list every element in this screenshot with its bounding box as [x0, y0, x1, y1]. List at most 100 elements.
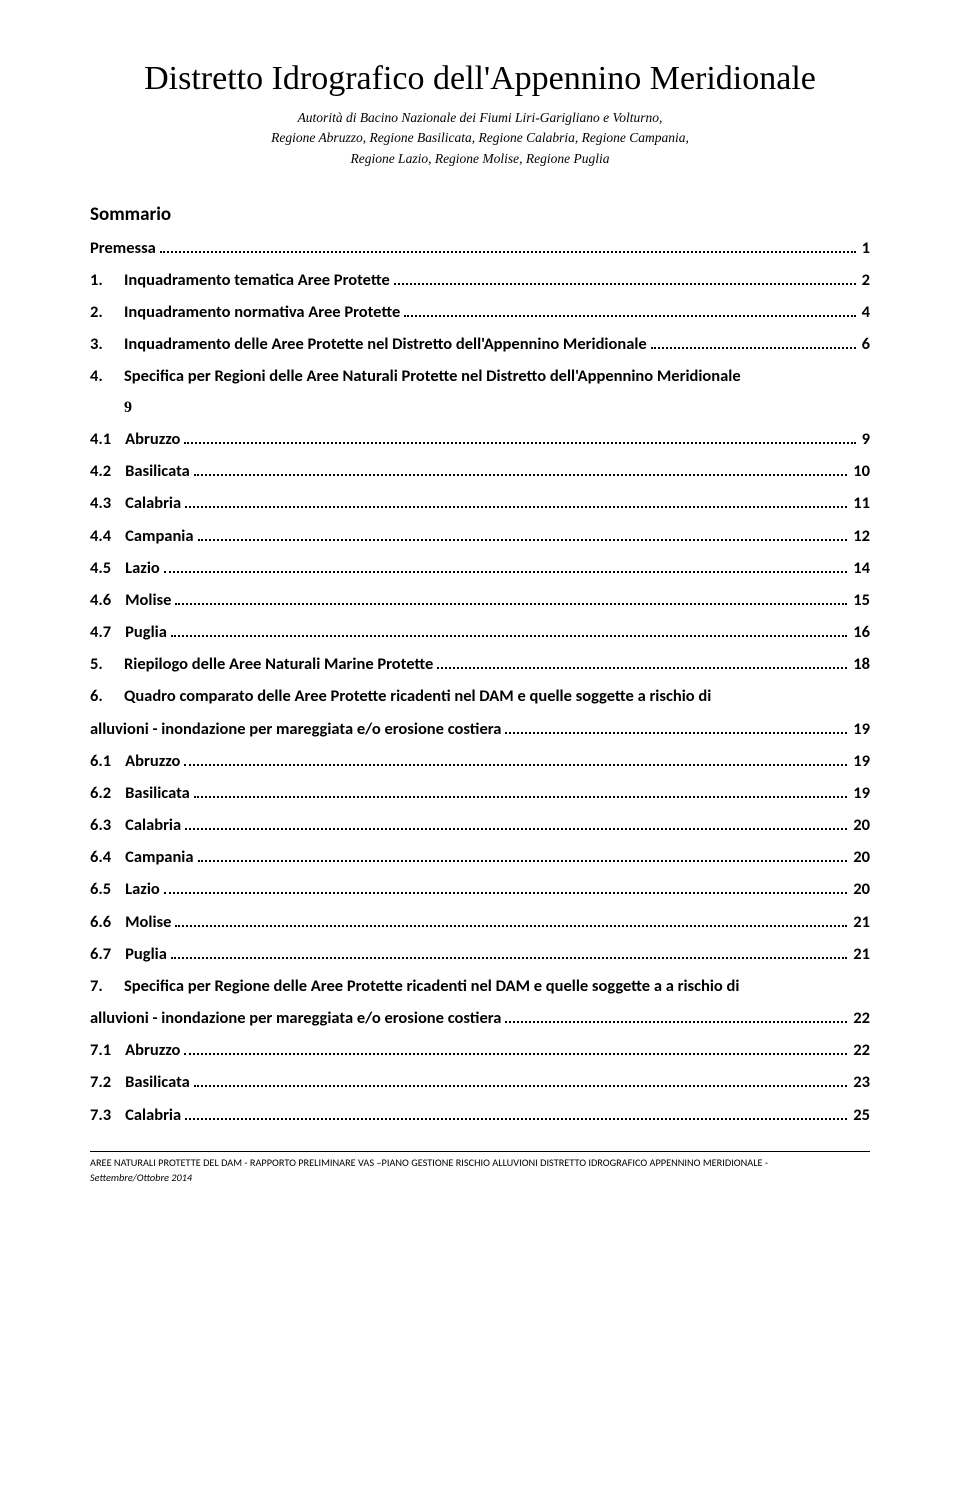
subtitle-line-3: Regione Lazio, Regione Molise, Regione P… — [350, 151, 609, 166]
toc-entry-6: 6. Quadro comparato delle Aree Protette … — [90, 680, 870, 744]
toc-label: Inquadramento normativa Aree Protette — [124, 296, 400, 328]
toc-entry-3: 3. Inquadramento delle Aree Protette nel… — [90, 328, 870, 360]
toc-page: 18 — [851, 648, 870, 680]
toc-leader — [184, 431, 855, 444]
toc-page: 21 — [851, 906, 870, 938]
toc-leader — [175, 592, 847, 605]
subtitle-line-1: Autorità di Bacino Nazionale dei Fiumi L… — [298, 110, 663, 125]
toc-label-part-b: alluvioni - inondazione per mareggiata e… — [90, 1002, 501, 1034]
toc-page: 4 — [860, 296, 870, 328]
toc-page: 6 — [860, 328, 870, 360]
toc-label: Basilicata — [125, 455, 190, 487]
toc-page: 20 — [851, 873, 870, 905]
toc-leader — [185, 495, 847, 508]
toc-leader — [505, 720, 847, 733]
toc-entry-4: 4. Specifica per Regioni delle Aree Natu… — [90, 360, 870, 392]
toc-num: 6.6 — [90, 906, 125, 938]
toc-leader — [505, 1010, 847, 1023]
toc-page: 2 — [860, 264, 870, 296]
toc-num: 4.6 — [90, 584, 125, 616]
toc-entry-4-4: 4.4 Campania 12 — [90, 520, 870, 552]
toc-num: 6.5 — [90, 873, 125, 905]
toc-page: 23 — [851, 1066, 870, 1098]
toc-leader — [175, 913, 847, 926]
toc-page: 22 — [851, 1034, 870, 1066]
toc-leader — [164, 881, 848, 894]
toc-label: Abruzzo — [125, 745, 180, 777]
toc-label-part-a: Specifica per Regione delle Aree Protett… — [124, 970, 739, 1002]
toc-label: Campania — [125, 520, 193, 552]
toc-leader — [185, 1106, 847, 1119]
toc-leader — [160, 240, 856, 253]
toc-num: 7.3 — [90, 1099, 125, 1131]
toc-num: 4.3 — [90, 487, 125, 519]
toc-label: Puglia — [125, 938, 167, 970]
toc-label: Lazio — [125, 873, 160, 905]
toc-entry-4-6: 4.6 Molise 15 — [90, 584, 870, 616]
toc-entry-5: 5. Riepilogo delle Aree Naturali Marine … — [90, 648, 870, 680]
toc-label: Molise — [125, 906, 171, 938]
toc-leader — [198, 527, 848, 540]
toc-label-part-a: Quadro comparato delle Aree Protette ric… — [124, 680, 711, 712]
toc-label: Puglia — [125, 616, 167, 648]
toc-page: 10 — [851, 455, 870, 487]
toc-page: 20 — [851, 841, 870, 873]
toc-leader — [171, 624, 847, 637]
toc-label: Basilicata — [125, 1066, 190, 1098]
toc-entry-6-1: 6.1 Abruzzo 19 — [90, 745, 870, 777]
toc-page: 25 — [851, 1099, 870, 1131]
toc-num: 4.5 — [90, 552, 125, 584]
toc-page: 19 — [851, 777, 870, 809]
toc-num: 7.1 — [90, 1034, 125, 1066]
toc-page: 11 — [851, 487, 870, 519]
toc-label: Abruzzo — [125, 1034, 180, 1066]
toc-leader — [194, 1074, 847, 1087]
toc-leader — [194, 463, 847, 476]
toc-entry-4-page: 9 — [90, 393, 870, 423]
table-of-contents: Premessa 1 1. Inquadramento tematica Are… — [90, 232, 870, 1131]
toc-label: Basilicata — [125, 777, 190, 809]
toc-entry-7: 7. Specifica per Regione delle Aree Prot… — [90, 970, 870, 1034]
toc-entry-1: 1. Inquadramento tematica Aree Protette … — [90, 264, 870, 296]
toc-label-part-b: alluvioni - inondazione per mareggiata e… — [90, 713, 501, 745]
toc-entry-7-2: 7.2 Basilicata 23 — [90, 1066, 870, 1098]
toc-label: Inquadramento delle Aree Protette nel Di… — [124, 328, 647, 360]
toc-num: 7. — [90, 970, 124, 1002]
toc-page: 12 — [851, 520, 870, 552]
toc-page: 19 — [851, 745, 870, 777]
toc-label: Specifica per Regioni delle Aree Natural… — [124, 360, 741, 392]
toc-entry-4-1: 4.1 Abruzzo 9 — [90, 423, 870, 455]
toc-label: Calabria — [125, 487, 181, 519]
toc-entry-4-5: 4.5 Lazio 14 — [90, 552, 870, 584]
toc-label: Inquadramento tematica Aree Protette — [124, 264, 390, 296]
toc-page: 20 — [851, 809, 870, 841]
toc-entry-6-2: 6.2 Basilicata 19 — [90, 777, 870, 809]
toc-num: 4.4 — [90, 520, 125, 552]
toc-entry-6-7: 6.7 Puglia 21 — [90, 938, 870, 970]
toc-label: Lazio — [125, 552, 160, 584]
toc-label: Molise — [125, 584, 171, 616]
toc-num: 2. — [90, 296, 124, 328]
toc-entry-2: 2. Inquadramento normativa Aree Protette… — [90, 296, 870, 328]
toc-label: Riepilogo delle Aree Naturali Marine Pro… — [124, 648, 433, 680]
toc-leader — [171, 946, 847, 959]
footer-line-2: Settembre/Ottobre 2014 — [90, 1171, 192, 1184]
toc-page: 21 — [851, 938, 870, 970]
toc-num: 6.4 — [90, 841, 125, 873]
toc-entry-6-6: 6.6 Molise 21 — [90, 906, 870, 938]
toc-entry-4-2: 4.2 Basilicata 10 — [90, 455, 870, 487]
toc-num: 3. — [90, 328, 124, 360]
subtitle-line-2: Regione Abruzzo, Regione Basilicata, Reg… — [271, 130, 689, 145]
toc-entry-7-3: 7.3 Calabria 25 — [90, 1099, 870, 1131]
toc-entry-6-4: 6.4 Campania 20 — [90, 841, 870, 873]
toc-label: Calabria — [125, 1099, 181, 1131]
document-title: Distretto Idrografico dell'Appennino Mer… — [90, 60, 870, 98]
toc-leader — [185, 817, 847, 830]
toc-num: 4.2 — [90, 455, 125, 487]
toc-leader — [164, 560, 848, 573]
toc-page: 9 — [860, 423, 870, 455]
document-subtitle: Autorità di Bacino Nazionale dei Fiumi L… — [90, 108, 870, 169]
toc-page: 19 — [851, 713, 870, 745]
toc-num: 4.1 — [90, 423, 125, 455]
toc-leader — [184, 753, 847, 766]
